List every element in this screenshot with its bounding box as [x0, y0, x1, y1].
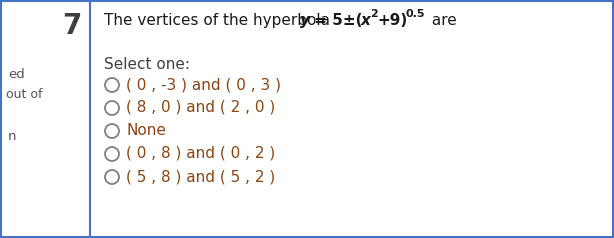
Text: out of: out of [6, 88, 42, 101]
Text: = 5±(: = 5±( [309, 13, 362, 28]
Text: ( 5 , 8 ) and ( 5 , 2 ): ( 5 , 8 ) and ( 5 , 2 ) [126, 169, 275, 184]
Text: are: are [427, 13, 457, 28]
Text: ( 0 , -3 ) and ( 0 , 3 ): ( 0 , -3 ) and ( 0 , 3 ) [126, 77, 281, 92]
Text: Select one:: Select one: [104, 57, 190, 72]
Text: ( 0 , 8 ) and ( 0 , 2 ): ( 0 , 8 ) and ( 0 , 2 ) [126, 146, 275, 161]
Text: 7: 7 [63, 12, 82, 40]
Text: 0.5: 0.5 [405, 9, 424, 19]
Text: y: y [300, 13, 310, 28]
Text: ( 8 , 0 ) and ( 2 , 0 ): ( 8 , 0 ) and ( 2 , 0 ) [126, 100, 275, 115]
FancyBboxPatch shape [1, 1, 90, 237]
Text: None: None [126, 123, 166, 138]
Text: ed: ed [8, 68, 25, 81]
Text: x: x [361, 13, 371, 28]
Text: n: n [8, 130, 17, 143]
Text: 2: 2 [370, 9, 378, 19]
Text: +9): +9) [377, 13, 407, 28]
Text: The vertices of the hyperbola: The vertices of the hyperbola [104, 13, 340, 28]
